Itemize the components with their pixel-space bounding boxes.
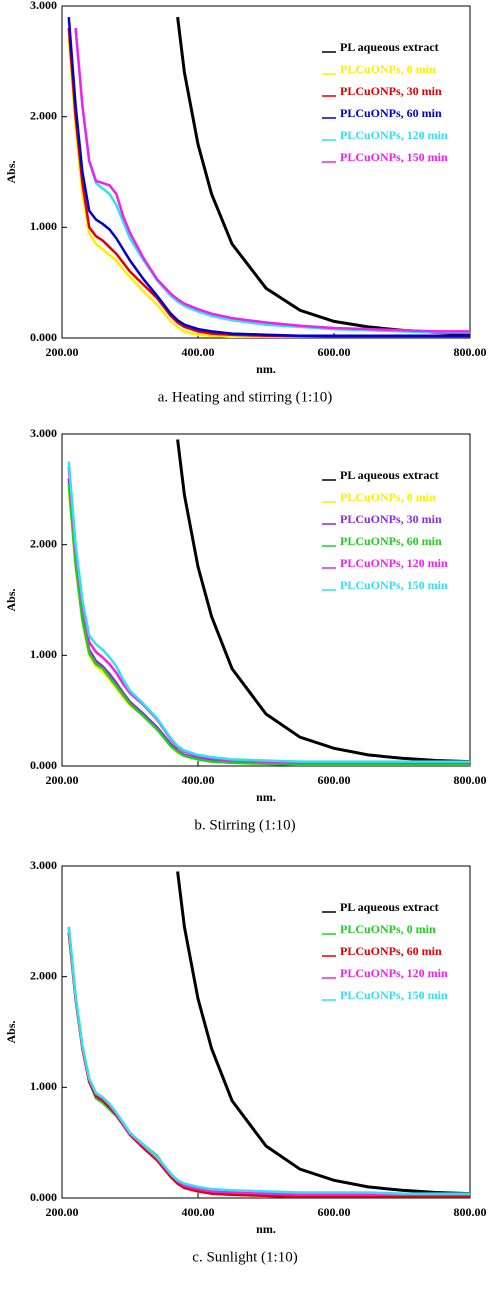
legend-label: PLCuONPs, 120 min: [340, 966, 448, 980]
legend-label: PLCuONPs, 150 min: [340, 578, 448, 592]
x-tick-label: 400.00: [182, 1205, 215, 1219]
legend-label: PLCuONPs, 120 min: [340, 128, 448, 142]
y-tick-label: 0.000: [30, 758, 57, 772]
x-tick-label: 600.00: [318, 345, 351, 359]
y-tick-label: 0.000: [30, 1190, 57, 1204]
legend-label: PLCuONPs, 120 min: [340, 556, 448, 570]
legend-label: PL aqueous extract: [340, 40, 439, 54]
legend-label: PLCuONPs, 0 min: [340, 490, 436, 504]
data-line: [74, 27, 470, 333]
data-line: [67, 483, 470, 766]
chart: 0.000 1.000 2.000 3.000 200.00 400.00 600.00 80…: [4, 426, 487, 834]
legend-label: PLCuONPs, 150 min: [340, 150, 448, 164]
y-axis-label: Abs.: [4, 160, 18, 183]
x-tick-label: 200.00: [46, 345, 79, 359]
x-tick-label: 800.00: [454, 773, 487, 787]
data-line: [67, 461, 470, 763]
data-line: [176, 439, 470, 764]
chart: 0.000 1.000 2.000 3.000 200.00 400.00 600.00 80…: [4, 0, 487, 405]
y-tick-label: 2.000: [30, 536, 57, 550]
legend-label: PL aqueous extract: [340, 900, 439, 914]
legend-label: PLCuONPs, 60 min: [340, 106, 442, 120]
y-tick-label: 1.000: [30, 647, 57, 661]
caption: b. Stirring (1:10): [194, 817, 295, 833]
y-axis-label: Abs.: [4, 588, 18, 611]
data-line: [67, 926, 470, 1195]
legend-label: PLCuONPs, 60 min: [340, 944, 442, 958]
y-tick-label: 1.000: [30, 219, 57, 233]
data-line: [67, 932, 470, 1198]
legend-label: PL aqueous extract: [340, 468, 439, 482]
x-tick-label: 800.00: [454, 345, 487, 359]
legend-label: PLCuONPs, 150 min: [340, 988, 448, 1002]
y-tick-label: 1.000: [30, 1079, 57, 1093]
x-tick-label: 400.00: [182, 773, 215, 787]
plot-frame: [61, 433, 471, 767]
x-axis-label: nm.: [256, 790, 276, 804]
y-axis-label: Abs.: [4, 1020, 18, 1043]
legend-label: PLCuONPs, 30 min: [340, 84, 442, 98]
caption: a. Heating and stirring (1:10): [158, 389, 333, 405]
legend-label: PLCuONPs, 0 min: [340, 62, 436, 76]
data-line: [67, 39, 470, 338]
legend-label: PLCuONPs, 30 min: [340, 512, 442, 526]
y-tick-label: 0.000: [30, 330, 57, 344]
legend-label: PLCuONPs, 0 min: [340, 922, 436, 936]
x-tick-label: 600.00: [318, 773, 351, 787]
y-tick-label: 2.000: [30, 108, 57, 122]
x-axis-label: nm.: [256, 1222, 276, 1236]
x-tick-label: 600.00: [318, 1205, 351, 1219]
x-tick-label: 400.00: [182, 345, 215, 359]
x-tick-label: 200.00: [46, 1205, 79, 1219]
chart: 0.000 1.000 2.000 3.000 200.00 400.00 600.00 80…: [4, 858, 487, 1266]
x-axis-label: nm.: [256, 362, 276, 376]
data-line: [67, 489, 470, 766]
data-line: [176, 871, 470, 1196]
plot-frame: [61, 865, 471, 1199]
y-tick-label: 2.000: [30, 968, 57, 982]
legend-label: PLCuONPs, 60 min: [340, 534, 442, 548]
y-tick-label: 3.000: [30, 0, 57, 12]
y-tick-label: 3.000: [30, 426, 57, 440]
caption: c. Sunlight (1:10): [192, 1249, 297, 1265]
x-tick-label: 800.00: [454, 1205, 487, 1219]
y-tick-label: 3.000: [30, 858, 57, 872]
x-tick-label: 200.00: [46, 773, 79, 787]
data-line: [67, 17, 470, 338]
